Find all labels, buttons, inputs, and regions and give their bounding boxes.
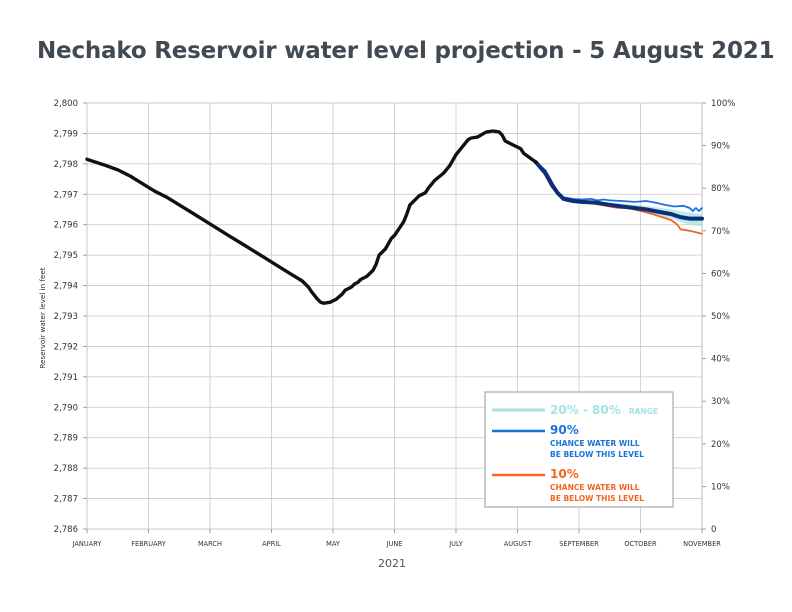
legend-p10-line2: BE BELOW THIS LEVEL bbox=[550, 494, 644, 503]
y-axis-title: Reservoir water level in feet bbox=[38, 267, 47, 368]
y-tick-label: 2,792 bbox=[54, 342, 78, 352]
y2-tick-label: 10% bbox=[711, 482, 730, 492]
y-tick-label: 2,797 bbox=[54, 190, 78, 200]
y2-tick-label: 90% bbox=[711, 142, 730, 152]
series-line-observed bbox=[85, 129, 538, 305]
legend-p90-label: 90% bbox=[550, 423, 579, 437]
y2-tick-label: 60% bbox=[711, 269, 730, 279]
x-tick-labels: JANUARY FEBRUARY MARCH APRIL MAY JUNE JULY AUGU… bbox=[72, 540, 722, 548]
legend-p10-label: 10% bbox=[550, 467, 579, 481]
y-tick-label: 2,789 bbox=[54, 434, 78, 444]
x-tick-label: OCTOBER bbox=[624, 540, 657, 548]
y-tick-label: 2,787 bbox=[54, 495, 78, 505]
y2-tick-label: 70% bbox=[711, 227, 730, 237]
y-tick-label: 2,795 bbox=[54, 251, 78, 261]
x-tick-label: SEPTEMBER bbox=[559, 540, 599, 548]
x-tick-label: JULY bbox=[448, 540, 464, 548]
legend-range-label: 20% - 80% bbox=[550, 403, 621, 417]
y2-tick-label: 20% bbox=[711, 440, 730, 450]
y2-tick-label: 50% bbox=[711, 312, 730, 322]
legend-p90-line2: BE BELOW THIS LEVEL bbox=[550, 450, 644, 459]
y2-tick-label: 30% bbox=[711, 397, 730, 407]
y2-tick-labels: 0 10% 20% 30% 40% 50% 60% 70% 80% 90% 100% bbox=[711, 99, 735, 535]
x-tick-label: AUGUST bbox=[504, 540, 532, 548]
svg-text:20% - 80% RANGE: 20% - 80% RANGE bbox=[550, 399, 658, 418]
y2-tick-label: 0 bbox=[711, 525, 716, 535]
x-tick-label: JUNE bbox=[386, 540, 403, 548]
y-tick-label: 2,799 bbox=[54, 129, 78, 139]
legend-p90-line1: CHANCE WATER WILL bbox=[550, 439, 640, 448]
y2-tick-label: 100% bbox=[711, 99, 735, 109]
x-axis-title: 2021 bbox=[378, 557, 406, 570]
x-tick-label: JANUARY bbox=[72, 540, 103, 548]
legend-p10-line1: CHANCE WATER WILL bbox=[550, 483, 640, 492]
y-tick-label: 2,798 bbox=[54, 160, 78, 170]
y-tick-label: 2,790 bbox=[54, 403, 78, 413]
y-tick-labels: 2,786 2,787 2,788 2,789 2,790 2,791 2,792 2,793… bbox=[54, 99, 78, 535]
y-tick-label: 2,800 bbox=[54, 99, 78, 109]
x-tick-label: MAY bbox=[326, 540, 341, 548]
x-tick-label: NOVEMBER bbox=[683, 540, 721, 548]
legend-range-suffix: RANGE bbox=[629, 407, 658, 416]
x-tick-label: FEBRUARY bbox=[131, 540, 167, 548]
x-tick-label: APRIL bbox=[262, 540, 281, 548]
y-tick-label: 2,788 bbox=[54, 464, 78, 474]
series-layer bbox=[85, 129, 704, 305]
y-tick-label: 2,791 bbox=[54, 373, 78, 383]
y-tick-label: 2,786 bbox=[54, 525, 78, 535]
x-tick-label: MARCH bbox=[198, 540, 222, 548]
y2-tick-label: 80% bbox=[711, 184, 730, 194]
y2-tick-label: 40% bbox=[711, 355, 730, 365]
legend: 20% - 80% RANGE 90% CHANCE WATER WILL BE… bbox=[484, 391, 674, 508]
series-line-median bbox=[534, 160, 704, 221]
y-tick-label: 2,796 bbox=[54, 221, 78, 231]
y-tick-label: 2,794 bbox=[54, 282, 78, 292]
y-tick-label: 2,793 bbox=[54, 312, 78, 322]
chart-title: Nechako Reservoir water level projection… bbox=[37, 38, 775, 64]
